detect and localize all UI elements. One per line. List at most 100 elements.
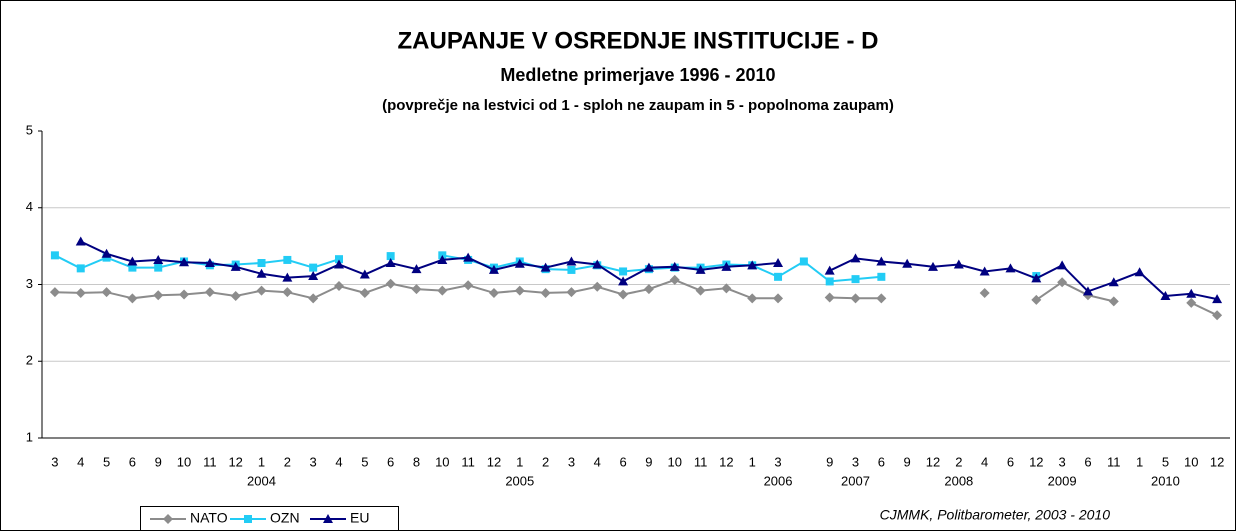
x-tick-label: 3 [852,454,859,469]
x-tick-label: 3 [310,454,317,469]
data-point [592,259,603,269]
x-tick-label: 1 [749,454,756,469]
y-tick-label: 4 [26,199,33,214]
x-tick-label: 2 [542,454,549,469]
data-point [309,263,318,272]
data-point [540,287,551,298]
x-tick-label: 10 [177,454,191,469]
data-point [824,292,835,303]
x-group-label: 2006 [764,473,793,488]
data-point [619,267,628,276]
data-point [643,262,654,272]
data-point [153,254,164,264]
x-tick-label: 4 [335,454,342,469]
data-point [127,293,138,304]
x-tick-label: 8 [413,454,420,469]
data-point [101,287,112,298]
x-tick-label: 6 [1084,454,1091,469]
x-tick-label: 6 [1007,454,1014,469]
data-point [747,293,758,304]
data-point [153,290,164,301]
data-point [1031,273,1042,283]
data-point [256,268,267,278]
x-group-label: 2004 [247,473,276,488]
x-tick-label: 1 [1136,454,1143,469]
data-point [567,265,576,274]
data-point [669,261,680,271]
data-point [230,291,241,302]
data-point [1160,291,1171,301]
x-tick-label: 9 [645,454,652,469]
x-tick-label: 3 [774,454,781,469]
data-point [1212,294,1223,304]
data-point [877,272,886,281]
data-point [128,263,137,272]
legend-label: EU [350,510,369,526]
data-point [1031,294,1042,305]
source-note: CJMMK, Politbarometer, 2003 - 2010 [880,507,1111,523]
data-point [979,287,990,298]
x-group-label: 2005 [505,473,534,488]
legend-marker [163,514,173,524]
x-tick-label: 12 [1210,454,1224,469]
data-point [1005,263,1016,273]
legend-marker [323,514,333,523]
x-tick-label: 10 [435,454,449,469]
data-point [75,236,86,246]
data-point [127,256,138,266]
data-point [230,261,241,271]
x-tick-label: 11 [694,454,708,469]
data-point [204,287,215,298]
x-tick-label: 11 [1107,454,1121,469]
data-point [334,259,344,269]
data-point [101,248,112,258]
data-point [75,287,86,298]
data-point [669,274,680,285]
data-point [411,284,422,295]
x-tick-label: 2 [955,454,962,469]
data-point [282,287,293,298]
data-point [179,289,190,300]
data-point [1212,310,1223,321]
legend-label: OZN [270,510,300,526]
x-tick-label: 6 [387,454,394,469]
data-point [256,285,267,296]
data-point [334,281,344,292]
x-tick-label: 4 [594,454,601,469]
data-point [385,278,396,289]
data-point [979,266,990,276]
data-point [592,281,603,292]
x-tick-label: 11 [461,454,475,469]
x-tick-label: 9 [826,454,833,469]
data-point [308,293,319,304]
x-tick-label: 11 [203,454,217,469]
legend-marker [244,515,252,523]
x-tick-label: 10 [1184,454,1198,469]
data-point [437,254,448,264]
data-point [928,261,938,271]
data-point [721,283,732,294]
x-tick-label: 1 [258,454,265,469]
data-point [514,258,525,268]
x-tick-label: 12 [487,454,501,469]
data-point [902,258,913,268]
data-point [851,275,860,284]
data-point [154,263,163,272]
x-tick-label: 12 [926,454,940,469]
x-group-label: 2007 [841,473,870,488]
data-point [437,285,448,296]
chart-subtitle-2: (povprečje na lestvici od 1 - sploh ne z… [382,97,894,114]
x-tick-label: 5 [361,454,368,469]
data-point [257,259,266,268]
data-point [1186,297,1197,308]
data-point [824,265,835,275]
x-tick-label: 5 [103,454,110,469]
data-point [747,260,758,270]
y-tick-label: 2 [26,353,33,368]
data-point [1186,288,1197,298]
data-point [386,252,395,261]
data-point [463,280,474,291]
x-tick-label: 10 [668,454,682,469]
data-point [695,285,706,296]
x-tick-label: 9 [904,454,911,469]
